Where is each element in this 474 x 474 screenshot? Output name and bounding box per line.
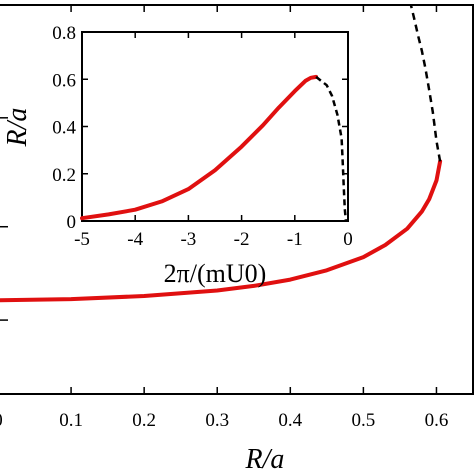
main-x-tick-label: 0.4 — [278, 410, 302, 431]
inset-plot: -5 -4 -3 -2 -1 0 0 0.2 0.4 0.6 0.8 2π/(mU0) R/a — [2, 23, 353, 288]
inset-solid-series-line — [80, 74, 319, 221]
main-x-tick-label: 0.2 — [132, 410, 156, 431]
main-plot: 0 0.1 0.2 0.3 0.4 0.5 0.6 R/a — [0, 4, 474, 474]
inset-y-tick-label: 0.8 — [52, 23, 76, 44]
inset-x-tick-label: -2 — [234, 229, 250, 250]
inset-y-tick-label: 0 — [67, 212, 77, 233]
main-x-tick-label: 0.3 — [205, 410, 229, 431]
main-axes-frame — [0, 4, 474, 395]
inset-y-tick-label: 0.4 — [52, 118, 76, 139]
main-solid-series-line — [0, 159, 443, 303]
inset-dashed-series-line — [315, 75, 348, 222]
main-x-tick-label: 0.5 — [352, 410, 376, 431]
main-dashed-series-line — [409, 4, 442, 162]
inset-y-axis-label: R/a — [2, 108, 33, 148]
main-x-axis-label: R/a — [245, 444, 285, 474]
inset-axes-frame — [81, 31, 349, 222]
inset-y-tick-label: 0.2 — [52, 165, 76, 186]
main-x-tick-label: 0 — [0, 410, 3, 431]
inset-x-tick-label: -1 — [287, 229, 303, 250]
inset-x-tick-label: -4 — [127, 229, 143, 250]
inset-x-tick-label: 0 — [343, 229, 353, 250]
inset-x-tick-label: -5 — [74, 229, 90, 250]
inset-x-tick-label: -3 — [180, 229, 196, 250]
inset-x-axis-label: 2π/(mU0) — [164, 259, 267, 288]
main-x-tick-label: 0.1 — [59, 410, 83, 431]
main-x-tick-label: 0.6 — [425, 410, 449, 431]
inset-y-tick-label: 0.6 — [52, 70, 76, 91]
